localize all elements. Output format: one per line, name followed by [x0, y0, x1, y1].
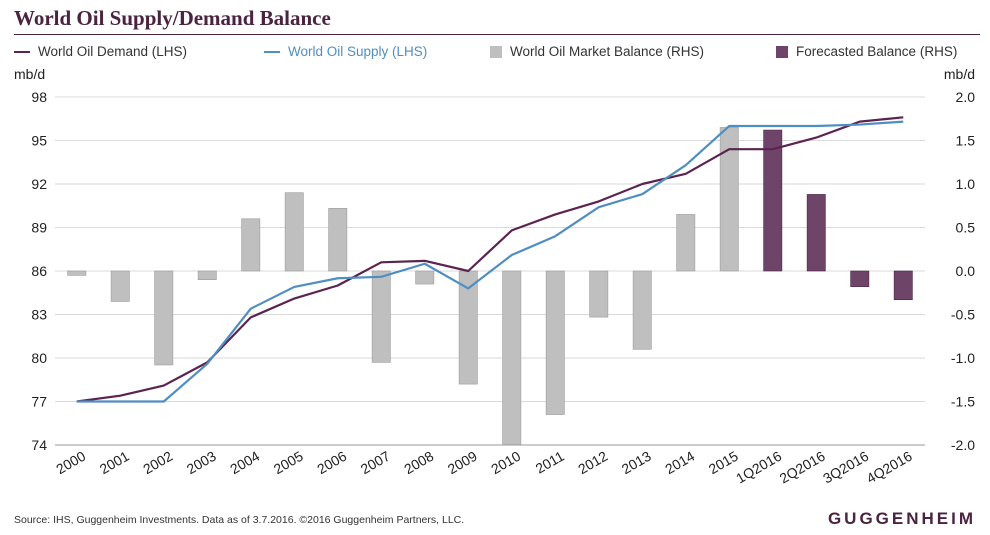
balance-bar: [284, 192, 304, 272]
forecast-bar: [893, 270, 913, 301]
x-tick-label: 4Q2016: [864, 448, 915, 487]
balance-bar: [415, 270, 435, 285]
bars: [67, 127, 913, 446]
legend-label-demand: World Oil Demand (LHS): [38, 44, 188, 59]
x-tick-label: 2013: [619, 448, 654, 478]
x-tick-label: 2011: [533, 448, 567, 477]
legend: World Oil Demand (LHS) World Oil Supply …: [14, 44, 984, 64]
x-tick-label: 2003: [184, 448, 219, 478]
right-tick-label: -2.0: [951, 437, 975, 453]
chart-title: World Oil Supply/Demand Balance: [14, 6, 331, 30]
x-tick-label: 2014: [662, 448, 697, 478]
legend-label-balance: World Oil Market Balance (RHS): [510, 44, 705, 59]
x-tick-label: 2000: [53, 448, 88, 478]
title-rule: [14, 34, 980, 35]
left-tick-label: 92: [31, 176, 47, 192]
legend-swatch-balance: [490, 45, 502, 58]
x-tick-label: 1Q2016: [733, 448, 784, 487]
supply-line: [76, 120, 904, 403]
left-tick-label: 95: [31, 133, 47, 149]
balance-bar: [110, 270, 130, 302]
x-tick-label: 2005: [271, 448, 306, 478]
x-tick-label: 2006: [314, 448, 349, 478]
balance-bar: [154, 270, 174, 366]
x-tick-label: 2009: [445, 448, 480, 478]
legend-swatch-demand: [14, 50, 30, 53]
x-tick-label: 2012: [575, 448, 610, 478]
left-tick-label: 77: [31, 394, 47, 410]
x-tick-label: 2008: [401, 448, 436, 478]
left-tick-label: 83: [31, 307, 47, 323]
source-note: Source: IHS, Guggenheim Investments. Dat…: [14, 514, 465, 526]
x-tick-label: 3Q2016: [820, 448, 871, 487]
left-axis-unit: mb/d: [14, 66, 45, 82]
legend-swatch-forecast: [776, 45, 788, 58]
chart-canvas: 74 77 80 83 86 89 92 95 98 -2.0 -1.5 -1.0 -0.5 0.0 0.5…: [14, 66, 976, 487]
balance-bar: [328, 208, 348, 272]
legend-label-supply: World Oil Supply (LHS): [288, 44, 428, 59]
balance-bar: [632, 270, 652, 350]
balance-bar: [589, 270, 609, 318]
x-tick-label: 2010: [488, 448, 523, 478]
brand-logo: GUGGENHEIM: [827, 509, 976, 528]
right-axis-unit: mb/d: [944, 66, 975, 82]
right-tick-label: 0.5: [956, 220, 976, 236]
legend-swatch-supply: [264, 50, 280, 53]
right-tick-label: 0.0: [956, 263, 976, 279]
x-tick-label: 2007: [358, 448, 393, 478]
legend-label-forecast: Forecasted Balance (RHS): [796, 44, 958, 59]
x-tick-label: 2001: [97, 448, 132, 478]
legend-item-forecast: Forecasted Balance (RHS): [776, 44, 957, 59]
forecast-bar: [850, 270, 870, 287]
left-tick-label: 86: [31, 263, 47, 279]
left-tick-label: 80: [31, 350, 47, 366]
x-tick-label: 2Q2016: [777, 448, 828, 487]
right-tick-label: -0.5: [951, 307, 975, 323]
left-tick-label: 98: [31, 89, 47, 105]
legend-item-supply: World Oil Supply (LHS): [264, 44, 427, 59]
legend-item-balance: World Oil Market Balance (RHS): [490, 44, 704, 59]
balance-bar: [197, 270, 217, 280]
right-tick-label: 1.0: [956, 176, 976, 192]
balance-bar: [502, 270, 522, 446]
legend-item-demand: World Oil Demand (LHS): [14, 44, 187, 59]
x-tick-label: 2004: [227, 448, 262, 478]
left-tick-label: 74: [31, 437, 47, 453]
balance-bar: [241, 218, 261, 272]
balance-bar: [67, 270, 87, 276]
balance-bar: [545, 270, 565, 415]
balance-bar: [676, 214, 696, 272]
forecast-bar: [763, 129, 783, 272]
left-tick-label: 89: [31, 220, 47, 236]
right-tick-label: 1.5: [956, 133, 976, 149]
right-tick-label: 2.0: [956, 89, 976, 105]
forecast-bar: [806, 194, 826, 272]
right-tick-label: -1.0: [951, 350, 975, 366]
lines: [76, 116, 904, 403]
right-tick-label: -1.5: [951, 394, 975, 410]
x-tick-label: 2002: [140, 448, 175, 478]
balance-bar: [371, 270, 391, 363]
